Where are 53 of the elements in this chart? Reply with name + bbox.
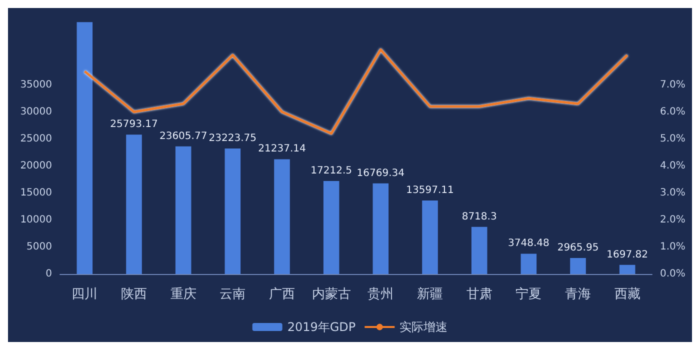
bar	[520, 254, 537, 274]
x-tick-label: 新疆	[417, 287, 443, 302]
legend-label: 实际增速	[400, 320, 448, 334]
y-tick-label: 35000	[20, 79, 52, 90]
data-label: 17212.5	[310, 165, 352, 176]
legend-label: 2019年GDP	[287, 320, 356, 334]
x-tick-label: 西藏	[614, 287, 640, 302]
data-label: 23223.75	[208, 132, 257, 144]
y2-tick-label: 1.0%	[660, 241, 686, 252]
x-tick-label: 内蒙古	[312, 287, 351, 302]
data-label: 16769.34	[356, 168, 405, 179]
data-label: 23605.77	[159, 130, 208, 142]
y2-tick-label: 2.0%	[660, 214, 686, 226]
y2-tick-label: 7.0%	[660, 79, 686, 90]
data-label: 2965.95	[557, 242, 599, 254]
y-tick-label: 0	[46, 268, 52, 280]
y2-tick-label: 3.0%	[660, 187, 686, 198]
x-tick-label: 贵州	[368, 287, 394, 302]
bar	[224, 148, 241, 274]
bar	[570, 258, 586, 274]
bar	[323, 180, 340, 274]
y-tick-label: 10000	[20, 214, 52, 226]
bar	[372, 183, 389, 274]
data-label: 21237.14	[258, 144, 306, 155]
data-label: 1697.82	[606, 249, 648, 260]
y2-tick-label: 5.0%	[660, 133, 686, 144]
data-label: 25793.17	[110, 119, 158, 130]
x-tick-label: 宁夏	[516, 286, 542, 302]
y2-tick-label: 4.0%	[660, 160, 686, 172]
y-tick-label: 20000	[20, 160, 52, 172]
data-label: 13597.11	[406, 185, 454, 196]
data-label: 3748.48	[508, 238, 550, 250]
bar	[274, 159, 290, 274]
bar	[175, 146, 192, 274]
bar	[619, 264, 636, 274]
y2-tick-label: 0.0%	[660, 268, 686, 280]
y2-tick-label: 6.0%	[660, 106, 686, 118]
x-tick-label: 甘肃	[466, 287, 492, 302]
data-label: 8718.3	[462, 211, 497, 222]
bar	[471, 226, 488, 274]
x-tick-label: 广西	[269, 287, 295, 302]
y-tick-label: 5000	[26, 241, 52, 252]
x-tick-label: 重庆	[170, 287, 196, 302]
bar	[76, 22, 93, 274]
x-tick-label: 四川	[72, 287, 98, 302]
bar	[126, 134, 142, 274]
x-tick-label: 云南	[220, 287, 246, 302]
x-tick-label: 青海	[565, 287, 591, 302]
bar	[422, 200, 438, 274]
y-tick-label: 15000	[20, 187, 52, 198]
x-tick-label: 陕西	[121, 287, 147, 302]
y-tick-label: 25000	[20, 133, 52, 144]
y-tick-label: 30000	[20, 106, 52, 118]
